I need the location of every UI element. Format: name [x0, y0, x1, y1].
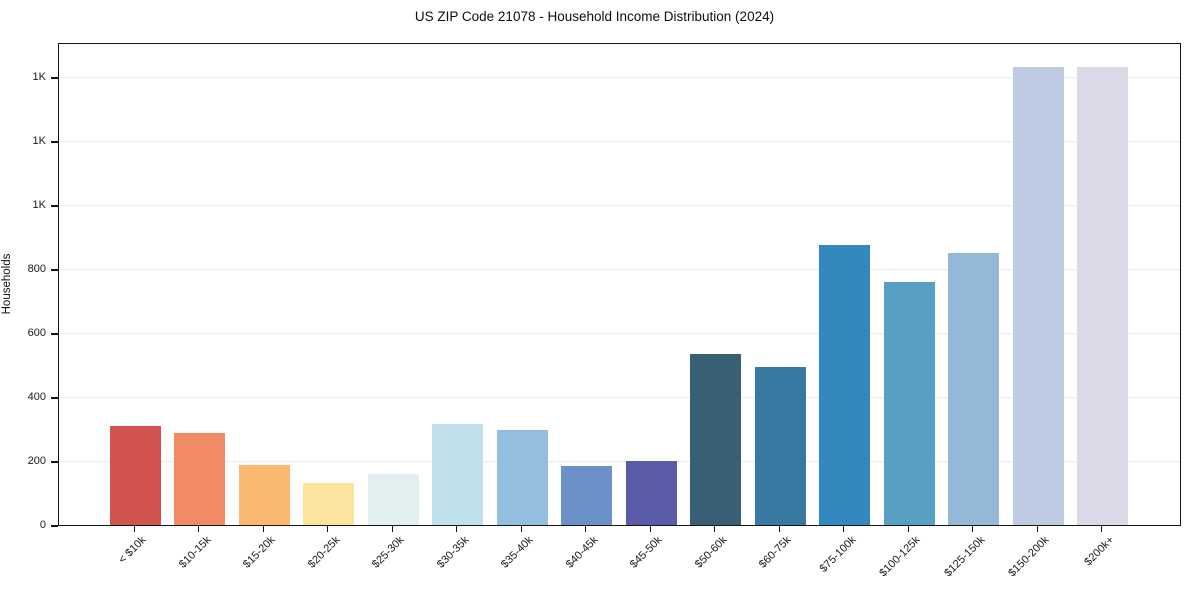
y-tick-mark	[51, 333, 58, 335]
x-tick-mark	[520, 526, 522, 532]
y-tick-mark	[51, 461, 58, 463]
x-tick-mark	[391, 526, 393, 532]
bar	[690, 354, 742, 525]
y-tick-mark	[51, 397, 58, 399]
bar	[432, 423, 484, 525]
x-tick-mark	[585, 526, 587, 532]
y-axis-label: Households	[1, 253, 13, 315]
bar	[238, 464, 290, 525]
x-tick-mark	[972, 526, 974, 532]
y-tick-mark	[51, 269, 58, 271]
bar	[109, 425, 161, 525]
bar	[948, 253, 1000, 525]
x-tick-mark	[262, 526, 264, 532]
bar	[883, 281, 935, 525]
plot-area	[58, 43, 1181, 526]
y-tick-label: 200	[27, 455, 46, 468]
bar	[367, 473, 419, 525]
bar	[1077, 66, 1129, 525]
bar	[496, 429, 548, 525]
bar	[174, 433, 226, 525]
y-tick-label: 1K	[32, 135, 46, 148]
gridline	[59, 268, 1180, 270]
x-tick-mark	[1036, 526, 1038, 532]
x-tick-mark	[714, 526, 716, 532]
bar	[303, 483, 355, 525]
y-tick-label: 600	[27, 327, 46, 340]
bar	[561, 466, 613, 525]
y-tick-mark	[51, 205, 58, 207]
y-tick-label: 1K	[32, 199, 46, 212]
gridline	[59, 460, 1180, 462]
y-tick-mark	[51, 77, 58, 79]
x-tick-mark	[327, 526, 329, 532]
x-tick-mark	[649, 526, 651, 532]
y-tick-mark	[51, 525, 58, 527]
x-tick-mark	[843, 526, 845, 532]
bar	[625, 461, 677, 525]
x-tick-mark	[456, 526, 458, 532]
gridline	[59, 140, 1180, 142]
gridline	[59, 204, 1180, 206]
y-tick-label: 400	[27, 391, 46, 404]
bar	[819, 245, 871, 525]
bar	[1012, 66, 1064, 525]
x-tick-label: < $10k	[116, 534, 149, 567]
x-tick-mark	[198, 526, 200, 532]
x-tick-mark	[778, 526, 780, 532]
y-tick-label: 1K	[32, 71, 46, 84]
x-tick-mark	[1101, 526, 1103, 532]
x-tick-mark	[133, 526, 135, 532]
gridline	[59, 332, 1180, 334]
gridline	[59, 396, 1180, 398]
y-tick-label: 0	[39, 519, 46, 531]
chart-title: US ZIP Code 21078 - Household Income Dis…	[414, 9, 775, 24]
y-tick-mark	[51, 141, 58, 143]
bar	[754, 367, 806, 525]
x-tick-mark	[907, 526, 909, 532]
gridline	[59, 76, 1180, 78]
y-tick-label: 800	[27, 263, 46, 276]
